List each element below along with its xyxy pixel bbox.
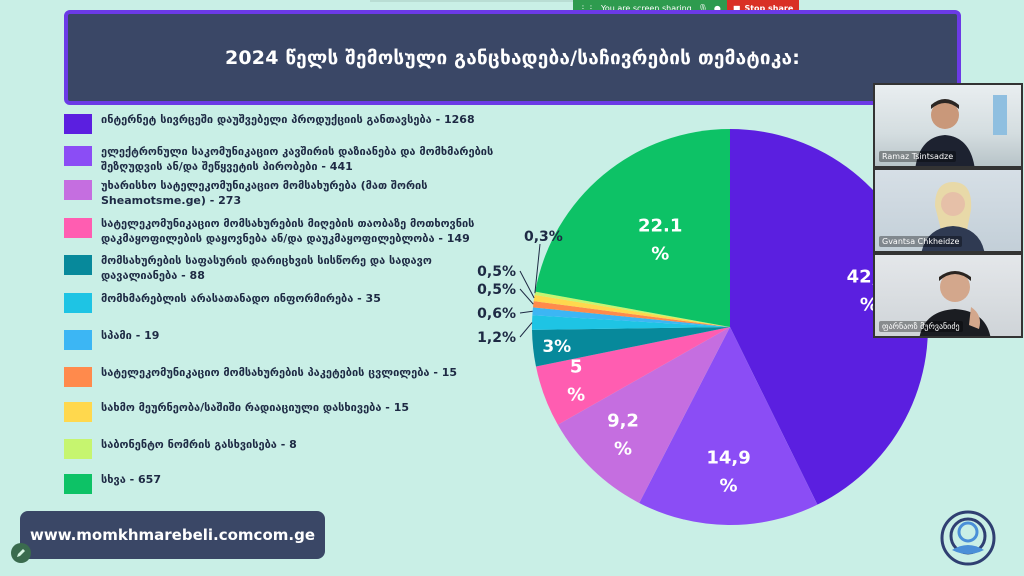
legend-label: სატელეკომუნიკაციო მომსახურების მიღების თ… bbox=[101, 217, 475, 245]
stop-share-label: Stop share bbox=[744, 3, 794, 13]
pie-slice bbox=[532, 307, 730, 327]
website-banner: www.momkhmarebeli.comcom.ge bbox=[20, 511, 325, 559]
legend-item: მომხმარებლის არასათანადო ინფორმირება - 3… bbox=[64, 291, 511, 313]
legend-label: სატელეკომუნიკაციო მომსახურების პაკეტების… bbox=[101, 366, 458, 379]
pie-slice-label: 14,9% bbox=[706, 447, 750, 496]
pie-slice bbox=[557, 327, 730, 503]
legend-item: სხვა - 657 bbox=[64, 472, 511, 494]
legend-label: ელექტრონული საკომუნიკაციო კავშირის დაზია… bbox=[101, 145, 494, 173]
person-silhouette-icon bbox=[915, 95, 1007, 166]
participant-video[interactable]: Ramaz Tsintsadze bbox=[873, 83, 1023, 168]
participant-video[interactable]: Gvantsa Chkheidze bbox=[873, 168, 1023, 253]
sharing-status-text: You are screen sharing bbox=[601, 3, 692, 13]
legend-swatch bbox=[64, 439, 92, 459]
mic-icon[interactable]: 🎙 bbox=[697, 3, 708, 13]
participant-name: ფარნაოზ მურვანიძე bbox=[879, 321, 963, 332]
pie-slice bbox=[532, 301, 730, 327]
legend-item: საბონენტო ნომრის გასხვისება - 8 bbox=[64, 437, 511, 459]
legend-swatch bbox=[64, 180, 92, 200]
leader-line bbox=[519, 288, 534, 305]
pie-slice bbox=[639, 327, 818, 525]
leader-line bbox=[519, 310, 533, 314]
legend-swatch bbox=[64, 114, 92, 134]
participant-name: Gvantsa Chkheidze bbox=[879, 236, 963, 247]
legend-item: უხარისხო სატელეკომუნიკაციო მომსახურება (… bbox=[64, 178, 511, 208]
pencil-icon bbox=[17, 549, 25, 557]
pie-slice bbox=[534, 291, 730, 327]
legend-swatch bbox=[64, 474, 92, 494]
participant-video[interactable]: ფარნაოზ მურვანიძე bbox=[873, 253, 1023, 338]
slide-title-box: 2024 წელს შემოსული განცხადება/საჩივრების… bbox=[64, 10, 961, 105]
legend-label: ინტერნეტ სივრცეში დაუშვებელი პროდუქციის … bbox=[101, 113, 475, 126]
person-silhouette-icon bbox=[919, 271, 991, 336]
website-url: www.momkhmarebeli.comcom.ge bbox=[29, 526, 315, 544]
leader-line bbox=[534, 243, 541, 294]
legend-swatch bbox=[64, 218, 92, 238]
legend-swatch bbox=[64, 402, 92, 422]
pie-slice-label: 9,2% bbox=[607, 410, 639, 459]
pie-slice bbox=[535, 129, 730, 327]
legend-label: სხვა - 657 bbox=[101, 473, 161, 486]
legend-label: საბონენტო ნომრის გასხვისება - 8 bbox=[101, 438, 297, 451]
pie-slice-label: 1,2% bbox=[477, 330, 516, 346]
leader-line bbox=[519, 322, 533, 338]
legend-label: მომხმარებლის არასათანადო ინფორმირება - 3… bbox=[101, 292, 381, 305]
legend-item: ელექტრონული საკომუნიკაციო კავშირის დაზია… bbox=[64, 144, 511, 174]
pie-slice-label: 3% bbox=[542, 337, 571, 357]
shield-icon: ● bbox=[713, 3, 721, 13]
pie-slice-label: 5% bbox=[567, 357, 585, 406]
legend-label: სახმო მეურნეობა/საშიში რადიაციული დასხივ… bbox=[101, 401, 409, 414]
legend-item: სატელეკომუნიკაციო მომსახურების პაკეტების… bbox=[64, 365, 511, 387]
legend-label: მომსახურების საფასურის დარიცხვის სისწორე… bbox=[101, 254, 432, 282]
legend-item: ინტერნეტ სივრცეში დაუშვებელი პროდუქციის … bbox=[64, 112, 511, 134]
pie-slice-label: 22.1% bbox=[638, 215, 682, 264]
pie-slice bbox=[535, 327, 730, 425]
drag-handle-icon[interactable]: ⋮⋮ bbox=[579, 3, 595, 13]
pie-slice bbox=[531, 315, 730, 330]
leader-line bbox=[519, 270, 535, 299]
legend-label: სპამი - 19 bbox=[101, 329, 160, 342]
person-silhouette-icon bbox=[921, 182, 985, 251]
pie-slice-label: 0,5% bbox=[477, 264, 516, 280]
pie-slice-label: 0,3% bbox=[524, 229, 563, 245]
organization-logo bbox=[940, 510, 996, 566]
legend-swatch bbox=[64, 293, 92, 313]
slide-title: 2024 წელს შემოსული განცხადება/საჩივრების… bbox=[224, 46, 801, 69]
pie-slice-label: 0,5% bbox=[477, 282, 516, 298]
pie-slice-label: 0,6% bbox=[477, 306, 516, 322]
pie-slice bbox=[532, 327, 730, 367]
participant-name: Ramaz Tsintsadze bbox=[879, 151, 957, 162]
edit-pencil-button[interactable] bbox=[11, 543, 31, 563]
legend-swatch bbox=[64, 367, 92, 387]
stop-icon: ■ bbox=[732, 3, 741, 13]
legend-label: უხარისხო სატელეკომუნიკაციო მომსახურება (… bbox=[101, 179, 428, 207]
legend-swatch bbox=[64, 330, 92, 350]
legend-item: მომსახურების საფასურის დარიცხვის სისწორე… bbox=[64, 253, 511, 283]
legend-swatch bbox=[64, 255, 92, 275]
legend-item: სატელეკომუნიკაციო მომსახურების მიღების თ… bbox=[64, 216, 511, 246]
legend-swatch bbox=[64, 146, 92, 166]
legend-item: სახმო მეურნეობა/საშიში რადიაციული დასხივ… bbox=[64, 400, 511, 422]
legend-item: სპამი - 19 bbox=[64, 328, 511, 350]
top-divider bbox=[370, 0, 770, 2]
pie-slice bbox=[533, 294, 730, 327]
